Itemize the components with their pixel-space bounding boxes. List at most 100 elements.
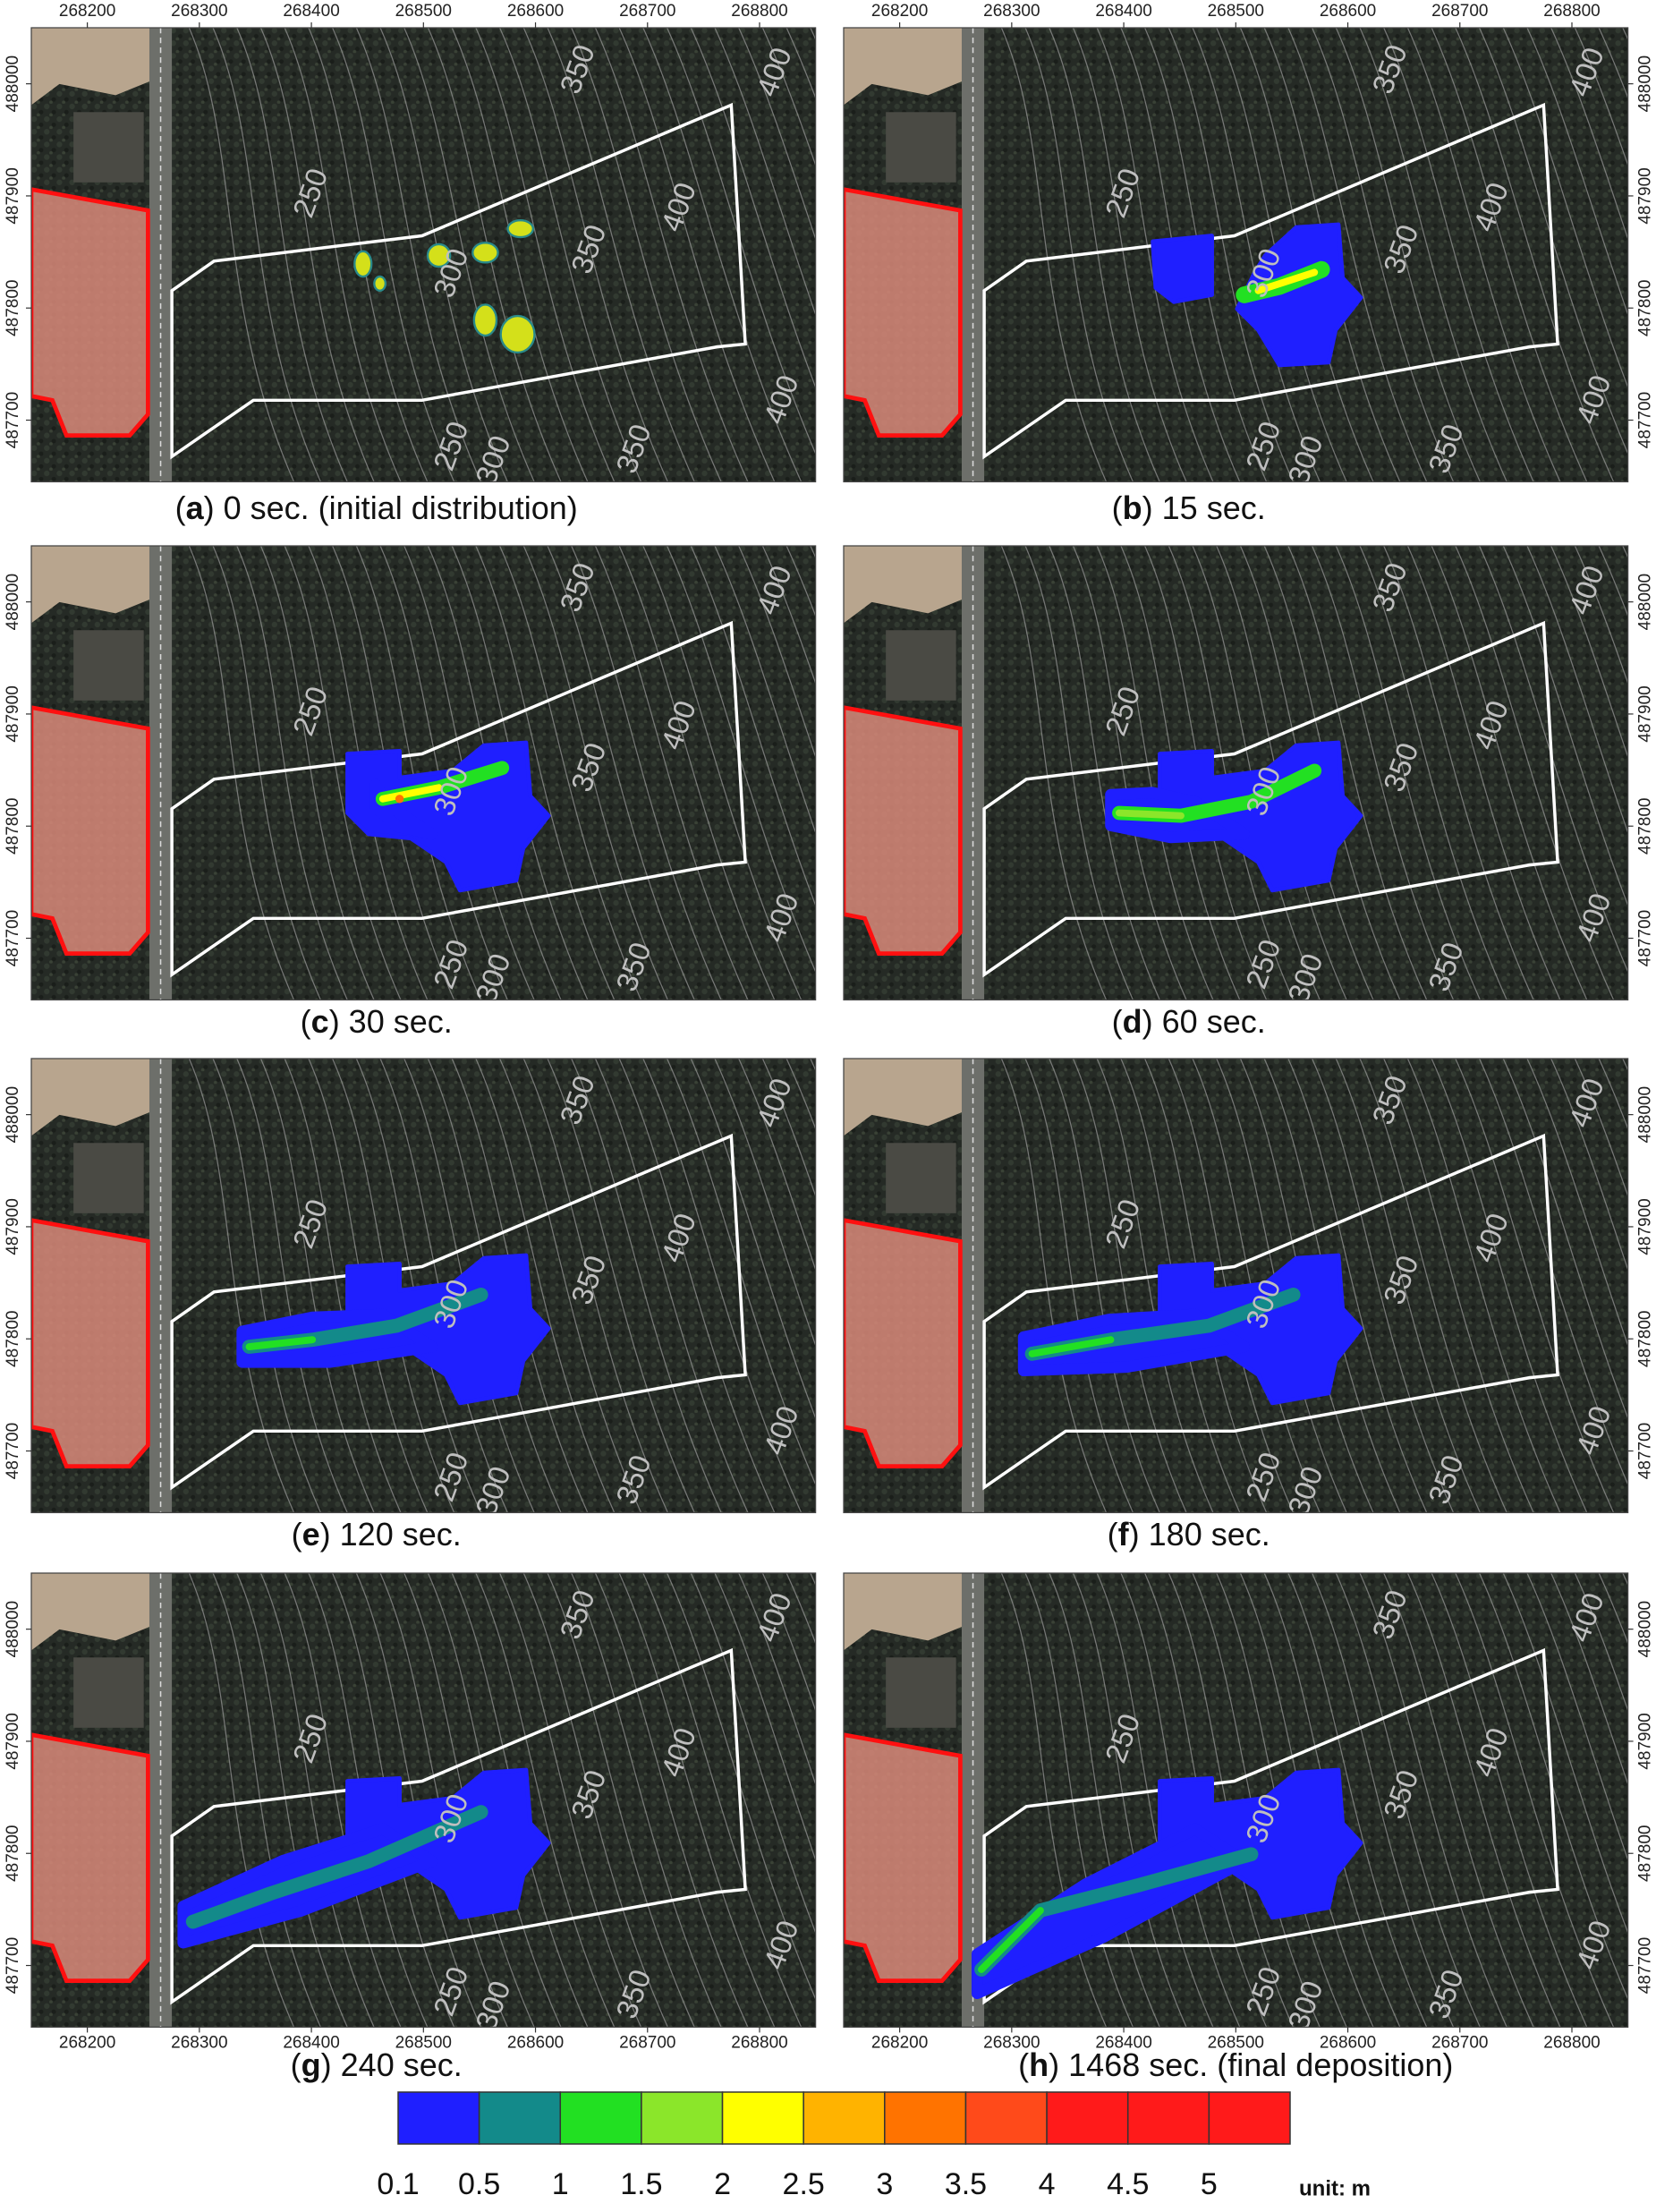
contour-line xyxy=(1192,1059,1321,1513)
contour-line xyxy=(259,546,375,1000)
caption-part: ( xyxy=(1018,2046,1029,2083)
colorbar-label: 2.5 xyxy=(783,2167,825,2201)
contour-line xyxy=(403,1573,535,2028)
contour-line xyxy=(284,546,402,1000)
colorbar-box xyxy=(884,2091,967,2145)
x-tick-label: 268600 xyxy=(507,2033,564,2052)
panel-caption: (c) 30 sec. xyxy=(301,1003,453,1040)
contour-line xyxy=(1359,546,1507,1000)
contour-line xyxy=(1168,546,1295,1000)
contour-line xyxy=(1311,1059,1455,1513)
caption-part: ) 240 sec. xyxy=(321,2046,463,2083)
contour-line xyxy=(1335,1573,1482,2028)
site xyxy=(31,187,150,438)
site xyxy=(844,187,963,438)
caption-part: ( xyxy=(1112,489,1123,526)
contour-line xyxy=(1048,1573,1161,2028)
contour-line xyxy=(1048,546,1161,1000)
x-tick-label: 268600 xyxy=(507,2,564,21)
y-tick-label: 488000 xyxy=(4,1601,22,1657)
y-tick-label: 487800 xyxy=(4,798,22,855)
contour-line xyxy=(1000,28,1108,482)
contour-line xyxy=(1096,1573,1214,2028)
map-frame xyxy=(843,1058,1629,1514)
contour-line xyxy=(1455,546,1615,1000)
x-tick-label: 268700 xyxy=(619,2,675,21)
contour-line xyxy=(547,28,695,482)
study-boundary xyxy=(982,102,1559,460)
plume xyxy=(345,740,551,893)
contour-line xyxy=(235,28,349,482)
colorbar-box xyxy=(478,2091,562,2145)
contour-line xyxy=(1359,1573,1507,2028)
contour-line xyxy=(618,1573,776,2028)
colorbar-box xyxy=(1046,2091,1129,2145)
caption-part: g xyxy=(301,2046,321,2083)
contour-line xyxy=(1502,546,1628,907)
study-boundary xyxy=(170,102,747,460)
bare-ground xyxy=(31,1573,166,1651)
contour-line xyxy=(212,28,322,482)
x-tick-label: 268400 xyxy=(1095,2,1151,21)
contour-line xyxy=(690,1059,816,1420)
contour-line xyxy=(1502,1573,1628,1935)
colorbar-label: 2 xyxy=(714,2167,731,2201)
y-tick-label: 488000 xyxy=(1636,1601,1655,1657)
x-tick-label: 268700 xyxy=(1431,2,1488,21)
contour-line xyxy=(284,1059,402,1513)
contour-line xyxy=(1192,546,1321,1000)
y-tick-label: 487800 xyxy=(1636,1311,1655,1367)
buildings xyxy=(886,1657,956,1728)
y-tick-label: 487900 xyxy=(1636,1713,1655,1769)
panel-caption: (a) 0 sec. (initial distribution) xyxy=(175,489,578,526)
contour-line xyxy=(786,546,816,617)
study-boundary xyxy=(170,620,747,978)
contour-line xyxy=(1335,1059,1482,1513)
y-tick-label: 487800 xyxy=(4,1825,22,1882)
contour-line xyxy=(1215,1573,1347,2028)
colorbar-label: 0.1 xyxy=(377,2167,419,2201)
x-tick-label: 268200 xyxy=(871,2033,928,2052)
contour-line xyxy=(1120,1573,1241,2028)
caption-part: c xyxy=(311,1003,329,1040)
colorbar-label: 1.5 xyxy=(620,2167,662,2201)
contour-line xyxy=(475,1573,616,2028)
contour-line xyxy=(761,1059,816,1198)
contour-line xyxy=(235,1059,349,1513)
x-tick-label: 268500 xyxy=(395,2033,452,2052)
site xyxy=(844,1218,963,1468)
y-tick-label: 487700 xyxy=(4,1937,22,1994)
caption-part: ( xyxy=(301,1003,311,1040)
caption-part: ) 15 sec. xyxy=(1142,489,1266,526)
site xyxy=(31,705,150,956)
colorbar-label: 3.5 xyxy=(945,2167,987,2201)
contour-line xyxy=(1311,1573,1455,2028)
x-tick-label: 268300 xyxy=(171,2033,227,2052)
contour-line xyxy=(1096,28,1214,482)
contour-line xyxy=(331,28,455,482)
x-tick-label: 268300 xyxy=(983,2,1040,21)
contour-line xyxy=(1668,1051,1673,1522)
colorbar-label: 4 xyxy=(1039,2167,1056,2201)
contour-line xyxy=(786,28,816,99)
map-frame xyxy=(30,545,817,1001)
y-tick-label: 487800 xyxy=(1636,1825,1655,1882)
site xyxy=(31,1732,150,1983)
x-tick-label: 268800 xyxy=(1543,2,1600,21)
colorbar-box xyxy=(397,2091,480,2145)
panel-caption: (f) 180 sec. xyxy=(1108,1516,1270,1553)
contour-line xyxy=(786,1059,816,1130)
contour-line xyxy=(259,1573,375,2028)
caption-part: ( xyxy=(291,2046,301,2083)
contour-line xyxy=(1550,1059,1628,1272)
contour-line xyxy=(1431,1059,1588,1513)
contour-line xyxy=(1455,1573,1615,2028)
contour-line xyxy=(1574,28,1628,167)
contour-line xyxy=(1406,28,1561,482)
y-tick-label: 488000 xyxy=(1636,55,1655,112)
contour-line xyxy=(355,28,482,482)
x-tick-label: 268400 xyxy=(283,2,339,21)
site xyxy=(844,705,963,956)
